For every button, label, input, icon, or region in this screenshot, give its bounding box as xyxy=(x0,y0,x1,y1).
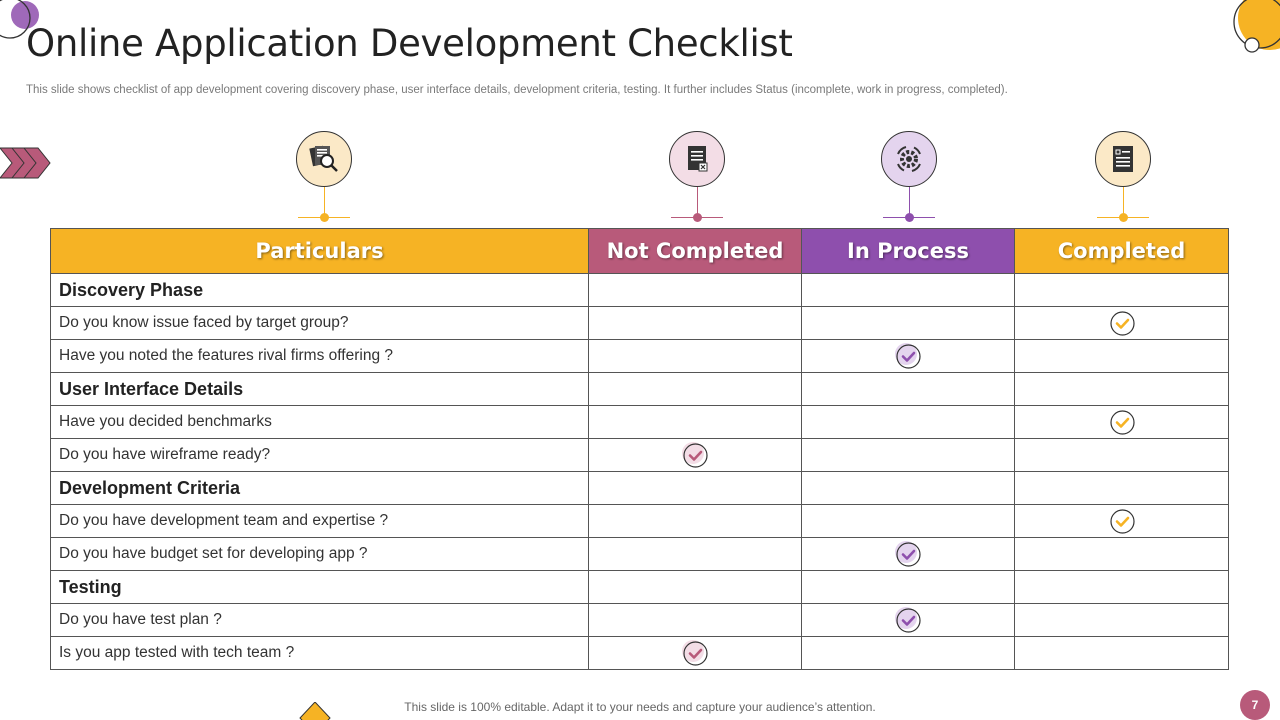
status-cell-in-process xyxy=(801,273,1015,307)
table-row: Do you have test plan ? xyxy=(50,603,1229,637)
section-label: Discovery Phase xyxy=(50,273,589,307)
checklist-document-icon xyxy=(1113,146,1133,172)
gear-process-icon xyxy=(897,146,921,172)
question-label: Do you know issue faced by target group? xyxy=(50,306,589,340)
question-label: Do you have development team and experti… xyxy=(50,504,589,538)
status-cell-in-process xyxy=(801,372,1015,406)
top-right-decoration xyxy=(1233,0,1280,53)
status-cell-in-process xyxy=(801,537,1015,571)
status-cell-completed xyxy=(1014,372,1229,406)
status-cell-in-process xyxy=(801,603,1015,637)
status-cell-completed xyxy=(1014,570,1229,604)
checkmark-icon xyxy=(895,607,921,633)
header-not-completed: Not Completed xyxy=(588,228,802,274)
footer-note: This slide is 100% editable. Adapt it to… xyxy=(404,700,876,714)
in-process-icon-marker xyxy=(881,131,941,231)
not-completed-icon-marker xyxy=(669,131,729,231)
status-cell-not-completed xyxy=(588,504,802,538)
status-cell-completed xyxy=(1014,471,1229,505)
status-cell-in-process xyxy=(801,471,1015,505)
status-cell-in-process xyxy=(801,636,1015,670)
status-cell-not-completed xyxy=(588,339,802,373)
document-cancel-icon xyxy=(688,146,708,172)
status-cell-completed xyxy=(1014,636,1229,670)
checkmark-icon xyxy=(895,343,921,369)
status-cell-completed xyxy=(1014,603,1229,637)
table-row: Have you noted the features rival firms … xyxy=(50,339,1229,373)
status-cell-in-process xyxy=(801,306,1015,340)
checkmark-icon xyxy=(1109,311,1135,336)
status-cell-completed xyxy=(1014,273,1229,307)
page-subtitle: This slide shows checklist of app develo… xyxy=(26,84,1008,96)
table-row: Do you know issue faced by target group? xyxy=(50,306,1229,340)
section-label: Testing xyxy=(50,570,589,604)
table-row: Do you have budget set for developing ap… xyxy=(50,537,1229,571)
table-row: Do you have wireframe ready? xyxy=(50,438,1229,472)
particulars-icon-marker xyxy=(296,131,356,231)
header-completed: Completed xyxy=(1014,228,1229,274)
status-cell-in-process xyxy=(801,438,1015,472)
status-cell-not-completed xyxy=(588,372,802,406)
status-cell-not-completed xyxy=(588,537,802,571)
status-cell-not-completed xyxy=(588,603,802,637)
section-row: Discovery Phase xyxy=(50,273,1229,307)
checkmark-icon xyxy=(682,442,708,468)
question-label: Do you have budget set for developing ap… xyxy=(50,537,589,571)
completed-icon-marker xyxy=(1095,131,1155,231)
section-row: Testing xyxy=(50,570,1229,604)
section-label: Development Criteria xyxy=(50,471,589,505)
status-cell-in-process xyxy=(801,339,1015,373)
status-cell-in-process xyxy=(801,570,1015,604)
checkmark-icon xyxy=(1109,509,1135,534)
chevron-arrows-decoration xyxy=(0,147,51,179)
status-cell-not-completed xyxy=(588,570,802,604)
status-cell-completed xyxy=(1014,537,1229,571)
status-cell-completed xyxy=(1014,438,1229,472)
page-title: Online Application Development Checklist xyxy=(26,22,793,65)
header-in-process: In Process xyxy=(801,228,1015,274)
bottom-diamond-decoration xyxy=(299,702,331,720)
table-header-row: Particulars Not Completed In Process Com… xyxy=(50,228,1229,274)
table-row: Is you app tested with tech team ? xyxy=(50,636,1229,670)
status-cell-not-completed xyxy=(588,306,802,340)
section-label: User Interface Details xyxy=(50,372,589,406)
table-row: Do you have development team and experti… xyxy=(50,504,1229,538)
table-row: Have you decided benchmarks xyxy=(50,405,1229,439)
question-label: Do you have test plan ? xyxy=(50,603,589,637)
status-cell-not-completed xyxy=(588,636,802,670)
status-cell-completed xyxy=(1014,339,1229,373)
status-cell-not-completed xyxy=(588,273,802,307)
status-cell-not-completed xyxy=(588,471,802,505)
question-label: Is you app tested with tech team ? xyxy=(50,636,589,670)
question-label: Have you decided benchmarks xyxy=(50,405,589,439)
checkmark-icon xyxy=(895,541,921,567)
question-label: Have you noted the features rival firms … xyxy=(50,339,589,373)
checkmark-icon xyxy=(1109,410,1135,435)
checkmark-icon xyxy=(682,640,708,666)
top-left-decoration xyxy=(0,0,39,39)
section-row: Development Criteria xyxy=(50,471,1229,505)
page-number-badge: 7 xyxy=(1240,690,1270,720)
status-cell-not-completed xyxy=(588,438,802,472)
status-cell-in-process xyxy=(801,405,1015,439)
section-row: User Interface Details xyxy=(50,372,1229,406)
research-documents-icon xyxy=(309,145,338,172)
question-label: Do you have wireframe ready? xyxy=(50,438,589,472)
status-cell-not-completed xyxy=(588,405,802,439)
header-particulars: Particulars xyxy=(50,228,589,274)
status-cell-completed xyxy=(1014,405,1229,439)
status-cell-completed xyxy=(1014,504,1229,538)
status-cell-completed xyxy=(1014,306,1229,340)
status-cell-in-process xyxy=(801,504,1015,538)
checklist-table: Particulars Not Completed In Process Com… xyxy=(50,228,1229,670)
